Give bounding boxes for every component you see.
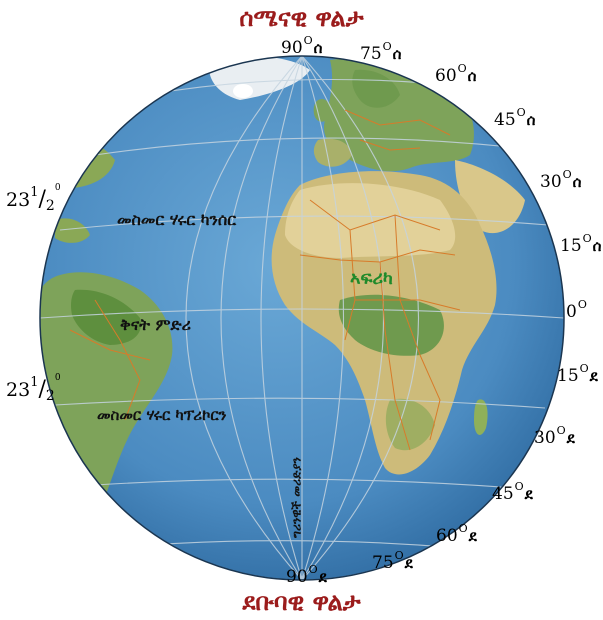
graticule	[40, 56, 564, 580]
lat-label-60s: 60Oደ	[436, 522, 477, 546]
british-isles	[313, 98, 331, 122]
lat-label-equator: 0O	[566, 298, 587, 322]
ice-cap	[233, 84, 253, 98]
lat-label-30n: 30Oሰ	[540, 168, 582, 192]
lat-label-60n: 60Oሰ	[435, 62, 477, 86]
country-borders	[69, 109, 461, 451]
south-pole-title: ደቡባዊ ዋልታ	[242, 588, 361, 616]
africa-label: ኣፍሪካ	[350, 268, 393, 289]
lat-label-90s: 90Oደ	[286, 563, 327, 587]
lat-label-75s: 75Oደ	[372, 549, 413, 573]
tropic-of-capricorn-label: መስመር ሃሩር ካፕሪኮርን	[97, 406, 227, 424]
lat-label-15s: 15Oደ	[557, 362, 598, 386]
lat-label-75n: 75Oሰ	[360, 40, 402, 64]
lat-label-45s: 45Oደ	[492, 480, 533, 504]
north-pole-title: ሰሜናዊ ዋልታ	[239, 4, 364, 32]
tropic-capricorn-angle: 231/20	[6, 373, 61, 404]
lat-label-45n: 45Oሰ	[494, 106, 536, 130]
lat-label-30s: 30Oደ	[534, 424, 575, 448]
prime-meridian-label: ግሪንዊች መሪድያን	[289, 457, 304, 538]
equator-label: ቅናት ምድሪ	[120, 315, 191, 334]
lat-label-90n: 90Oሰ	[281, 34, 323, 58]
tropic-of-cancer-label: መስመር ሃሩር ካንሰር	[117, 210, 237, 229]
tropic-cancer-angle: 231/20	[6, 183, 61, 214]
lat-label-15n: 15Oሰ	[560, 232, 602, 256]
